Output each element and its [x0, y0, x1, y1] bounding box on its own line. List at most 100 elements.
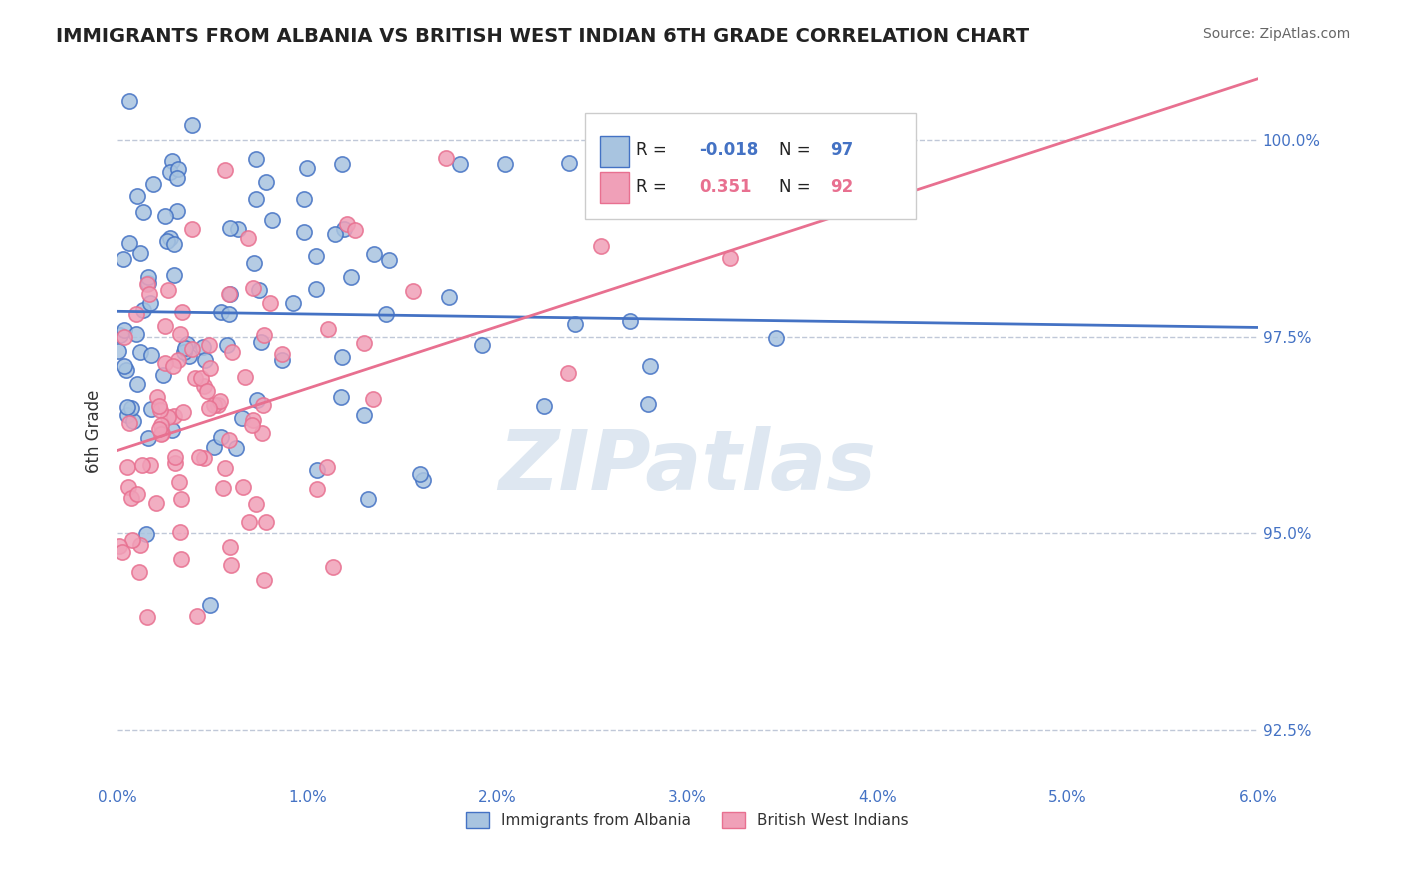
Point	[225, 441, 247, 455]
Point	[236, 230, 259, 244]
Point	[172, 405, 194, 419]
Text: 97: 97	[830, 141, 853, 159]
Point	[219, 558, 242, 572]
Legend: Immigrants from Albania, British West Indians: Immigrants from Albania, British West In…	[460, 805, 915, 834]
Point	[249, 283, 271, 297]
Point	[209, 394, 232, 409]
Text: R =: R =	[636, 141, 672, 159]
Point	[118, 94, 141, 108]
Point	[166, 203, 188, 218]
Point	[218, 540, 240, 554]
Point	[254, 515, 277, 529]
Point	[305, 282, 328, 296]
Point	[353, 336, 375, 351]
Point	[214, 461, 236, 475]
Point	[115, 460, 138, 475]
Point	[118, 236, 141, 251]
Point	[250, 334, 273, 349]
Point	[374, 307, 396, 321]
Point	[494, 156, 516, 170]
Point	[333, 222, 356, 236]
Point	[245, 152, 267, 166]
Point	[193, 451, 215, 466]
Point	[259, 296, 281, 310]
Point	[169, 525, 191, 540]
Point	[619, 313, 641, 327]
Text: Source: ZipAtlas.com: Source: ZipAtlas.com	[1202, 27, 1350, 41]
Text: -0.018: -0.018	[699, 141, 758, 159]
Point	[193, 379, 215, 393]
Point	[156, 283, 179, 297]
Text: 0.351: 0.351	[699, 178, 751, 196]
Point	[139, 458, 162, 473]
Point	[232, 480, 254, 494]
Point	[181, 343, 204, 357]
Point	[449, 157, 471, 171]
Point	[138, 287, 160, 301]
Point	[148, 400, 170, 414]
Point	[162, 154, 184, 169]
Point	[198, 361, 221, 376]
Point	[112, 330, 135, 344]
Point	[152, 368, 174, 383]
Point	[162, 423, 184, 437]
Point	[163, 237, 186, 252]
Point	[221, 345, 243, 359]
Point	[118, 416, 141, 430]
Point	[145, 496, 167, 510]
Point	[139, 296, 162, 310]
Point	[167, 162, 190, 177]
Point	[155, 209, 177, 223]
Point	[139, 402, 162, 417]
Text: ZIPatlas: ZIPatlas	[499, 426, 876, 508]
Text: 92: 92	[830, 178, 853, 196]
Point	[336, 217, 359, 231]
Text: IMMIGRANTS FROM ALBANIA VS BRITISH WEST INDIAN 6TH GRADE CORRELATION CHART: IMMIGRANTS FROM ALBANIA VS BRITISH WEST …	[56, 27, 1029, 45]
Point	[207, 399, 229, 413]
Point	[107, 343, 129, 358]
Point	[108, 539, 131, 553]
Point	[330, 157, 353, 171]
Point	[125, 189, 148, 203]
Point	[170, 305, 193, 319]
Point	[167, 475, 190, 490]
Point	[270, 347, 292, 361]
Text: N =: N =	[779, 178, 815, 196]
Point	[219, 286, 242, 301]
Point	[129, 345, 152, 359]
Point	[153, 356, 176, 370]
Point	[718, 251, 741, 265]
Point	[173, 345, 195, 359]
Point	[353, 409, 375, 423]
Point	[136, 270, 159, 285]
Point	[343, 223, 366, 237]
Point	[564, 318, 586, 332]
Point	[250, 425, 273, 440]
Point	[135, 527, 157, 541]
Point	[218, 307, 240, 321]
Point	[190, 371, 212, 385]
Point	[340, 269, 363, 284]
Point	[218, 433, 240, 447]
Point	[149, 417, 172, 432]
Point	[211, 481, 233, 495]
Point	[292, 192, 315, 206]
Point	[181, 222, 204, 236]
Point	[111, 545, 134, 559]
Point	[135, 277, 157, 292]
Point	[408, 467, 430, 482]
Point	[173, 341, 195, 355]
Point	[209, 430, 232, 444]
Point	[131, 458, 153, 472]
Point	[246, 393, 269, 408]
Point	[146, 390, 169, 404]
Point	[197, 337, 219, 351]
Point	[357, 492, 380, 507]
Point	[471, 338, 494, 352]
Point	[294, 225, 316, 239]
Point	[167, 353, 190, 368]
Point	[260, 213, 283, 227]
Point	[120, 491, 142, 505]
Point	[231, 411, 253, 425]
Point	[437, 290, 460, 304]
